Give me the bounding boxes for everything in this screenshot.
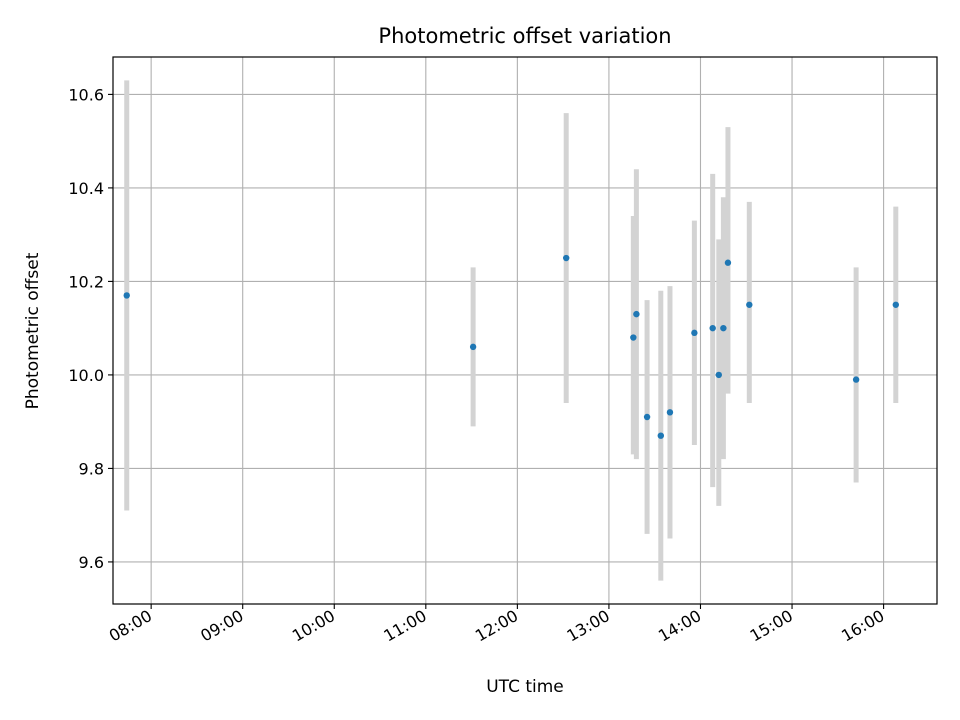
x-tick-label: 13:00 [563,606,612,646]
x-tick-label: 08:00 [106,606,155,646]
y-tick-label: 9.6 [79,553,104,572]
data-point [852,376,860,383]
plot-frame [112,56,938,605]
data-point [630,334,637,341]
data-point [563,254,570,262]
data-point [715,371,722,379]
data-point [709,324,716,332]
data-points [123,254,899,439]
y-axis: 9.6 9.8 10.0 10.2 10.4 10.6 [68,85,113,572]
x-tick-label: 12:00 [472,606,521,646]
data-point [892,301,899,308]
y-tick-label: 10.4 [68,179,104,198]
x-axis-label: UTC time [486,677,564,697]
x-tick-label: 14:00 [655,606,704,646]
x-tick-label: 16:00 [838,606,887,646]
data-point [666,409,674,416]
chart-title: Photometric offset variation [378,24,671,48]
data-point [469,343,477,351]
data-point [643,413,651,421]
y-tick-label: 9.8 [79,459,104,478]
y-tick-label: 10.0 [68,366,104,385]
y-tick-label: 10.2 [68,272,104,291]
data-point [724,259,732,266]
y-axis-label: Photometric offset [23,252,43,409]
grid [113,57,937,604]
data-point [720,324,727,332]
x-tick-label: 11:00 [380,606,429,646]
x-tick-label: 09:00 [197,606,246,646]
data-point [657,432,665,439]
data-point [123,292,130,299]
x-tick-label: 10:00 [289,606,338,646]
x-axis: 08:00 09:00 10:00 11:00 12:00 13:00 14:00 15:00… [106,604,888,646]
data-point [746,301,753,308]
data-point [691,329,698,337]
data-point [633,310,640,318]
y-tick-label: 10.6 [68,85,104,104]
error-bars [124,80,899,581]
x-tick-label: 15:00 [747,606,796,646]
